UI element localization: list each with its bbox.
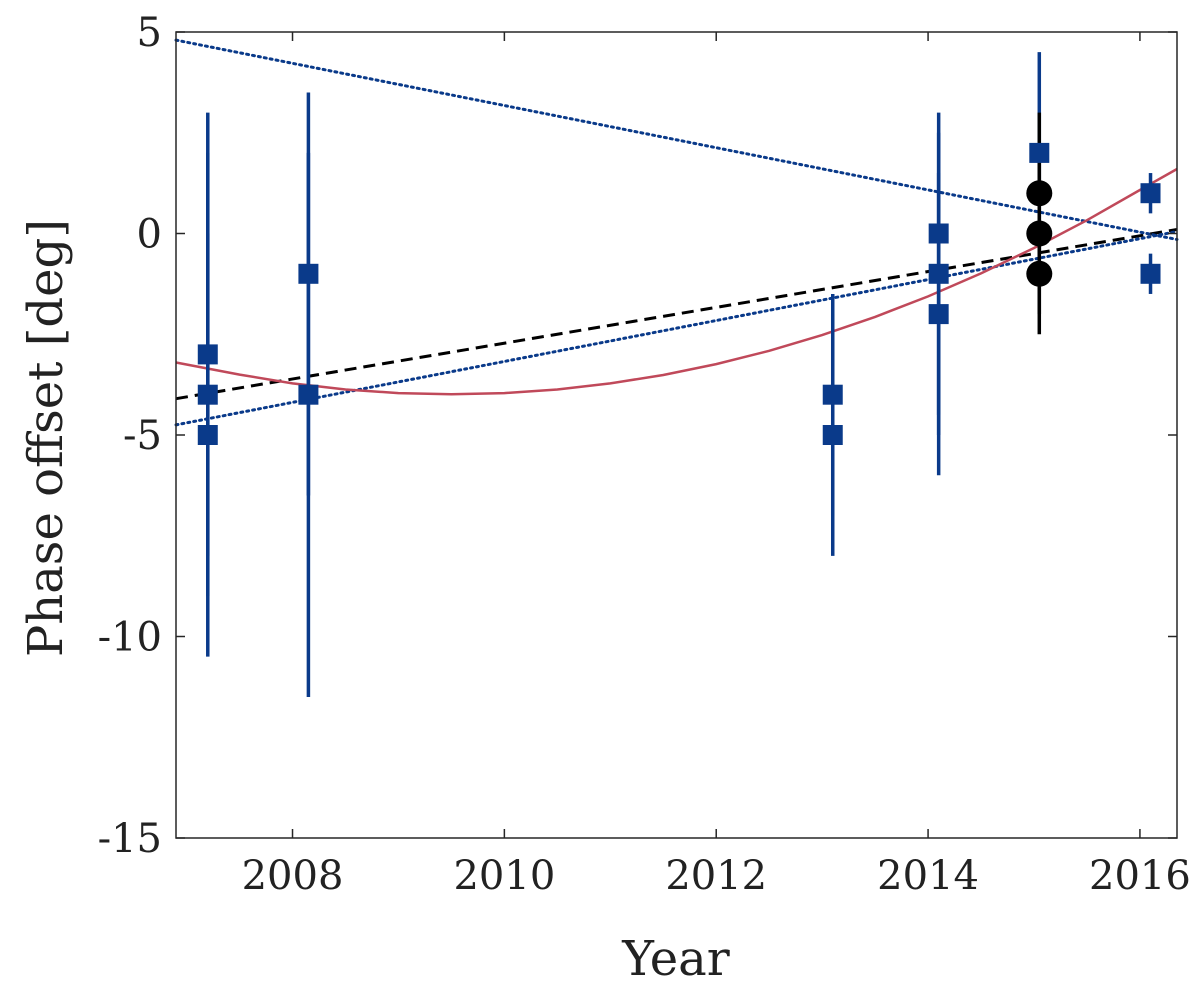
dashed-black-fit (175, 228, 1178, 401)
red-curve-fit (175, 167, 1178, 396)
axes-frame (175, 31, 1178, 839)
error-bars (206, 52, 1153, 697)
square-marker (822, 384, 843, 405)
x-axis-ticks: 2008 2010 2012 2014 2016 (242, 32, 1191, 899)
square-marker (298, 384, 319, 405)
y-tick-label: -10 (98, 615, 162, 661)
circle-marker (1026, 260, 1053, 287)
y-tick-label: 5 (137, 10, 162, 56)
x-axis-title: Year (621, 931, 730, 982)
x-tick-label: 2014 (877, 853, 979, 899)
square-marker (928, 304, 949, 325)
y-tick-label: 0 (137, 212, 162, 258)
circle-marker (1026, 180, 1053, 207)
x-tick-label: 2008 (242, 853, 344, 899)
square-marker (928, 263, 949, 284)
fit-lines (174, 38, 1179, 427)
square-marker (1140, 183, 1161, 204)
square-marker (197, 425, 218, 445)
circle-marker (1026, 220, 1053, 247)
square-marker (1140, 263, 1161, 284)
dotted-blue-fit-falling (174, 38, 1179, 241)
square-marker (928, 223, 949, 244)
data-markers (197, 142, 1161, 445)
y-axis-title: Phase offset [deg] (18, 219, 74, 657)
x-tick-label: 2010 (453, 853, 555, 899)
y-tick-label: -15 (98, 816, 162, 862)
square-marker (298, 263, 319, 284)
y-axis-ticks: -15 -10 -5 0 5 (98, 10, 1177, 862)
square-marker (197, 344, 218, 365)
square-marker (197, 384, 218, 405)
x-tick-label: 2012 (665, 853, 767, 899)
square-marker (822, 425, 843, 445)
x-tick-label: 2016 (1089, 853, 1191, 899)
dotted-blue-fit-rising (174, 230, 1179, 427)
y-tick-label: -5 (123, 413, 162, 459)
square-marker (1029, 142, 1050, 163)
